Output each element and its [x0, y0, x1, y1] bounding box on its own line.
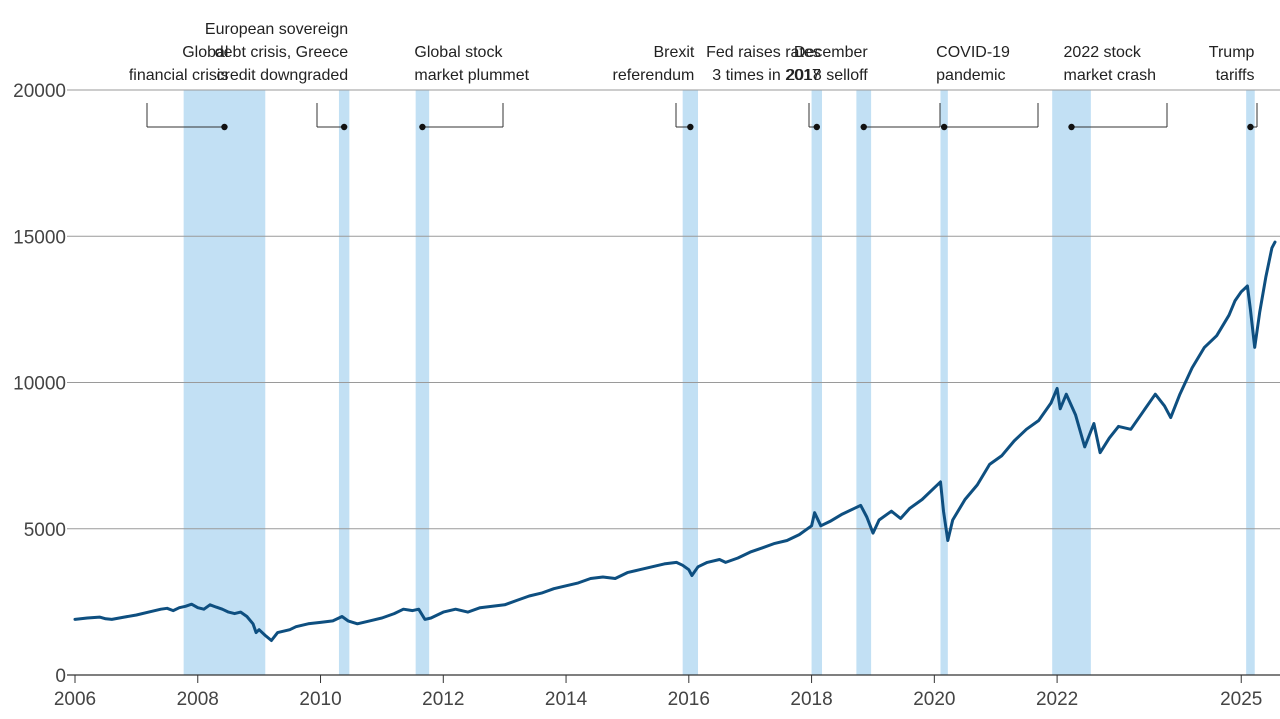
event-label-0-line-1: financial crisis: [129, 67, 229, 84]
event-label-6-line-1: pandemic: [936, 67, 1005, 84]
x-tick-label-7: 2020: [913, 689, 955, 710]
y-tick-label-1: 5000: [24, 520, 66, 541]
event-annotations: Global financial crisis European sovereign…: [129, 21, 1258, 131]
event-label-2-line-0: Global stock: [414, 44, 503, 61]
series-line-0: [73, 240, 1277, 642]
event-dot-5: [860, 123, 867, 131]
y-tick-label-3: 15000: [13, 227, 66, 248]
event-label-1-line-2: credit downgraded: [217, 67, 349, 84]
series-layer: [73, 240, 1277, 642]
x-tick-label-1: 2008: [177, 689, 219, 710]
event-label-6-line-0: COVID-19: [936, 44, 1010, 61]
event-label-3-line-0: Brexit: [653, 44, 694, 61]
x-tick-label-6: 2018: [790, 689, 832, 710]
event-dot-7: [1068, 123, 1075, 131]
event-label-7-line-1: market crash: [1064, 67, 1156, 84]
x-tick-label-0: 2006: [54, 689, 96, 710]
event-label-3-line-1: referendum: [613, 67, 695, 84]
x-tick-label-2: 2010: [299, 689, 341, 710]
event-dot-4: [813, 123, 820, 131]
event-label-2-line-1: market plummet: [414, 67, 529, 84]
event-dot-6: [940, 123, 948, 131]
axes: 2006 2008 2010 2012 2014 2016 2018 2020 2022 2025…: [13, 81, 1280, 710]
x-tick-label-4: 2014: [545, 689, 588, 710]
event-label-4-line-0: Fed raises rates: [706, 44, 821, 61]
event-dot-8: [1247, 123, 1254, 131]
event-dot-3: [687, 123, 694, 131]
y-tick-label-0: 0: [55, 666, 66, 687]
x-tick-label-5: 2016: [668, 689, 710, 710]
event-dot-1: [340, 123, 348, 131]
event-label-0-line-0: Global: [182, 44, 228, 61]
x-tick-label-3: 2012: [422, 689, 464, 710]
event-dot-0: [221, 123, 228, 131]
y-tick-label-2: 10000: [13, 374, 66, 395]
event-label-1-line-1: debt crisis, Greece: [215, 44, 348, 61]
event-label-7-line-0: 2022 stock: [1064, 44, 1142, 61]
event-label-5-line-1: 2018 selloff: [786, 67, 868, 84]
event-label-8-line-0: Trump: [1209, 44, 1255, 61]
event-label-8-line-1: tariffs: [1216, 67, 1255, 84]
event-label-5-line-0: December: [794, 44, 868, 61]
gridlines: [67, 89, 1280, 530]
y-tick-label-4: 20000: [13, 81, 66, 102]
x-tick-label-9: 2025: [1220, 689, 1262, 710]
event-dot-2: [419, 123, 426, 131]
event-label-4-line-1: 3 times in 2017: [712, 67, 821, 84]
event-label-1-line-0: European sovereign: [205, 21, 348, 38]
x-tick-label-8: 2022: [1036, 689, 1078, 710]
